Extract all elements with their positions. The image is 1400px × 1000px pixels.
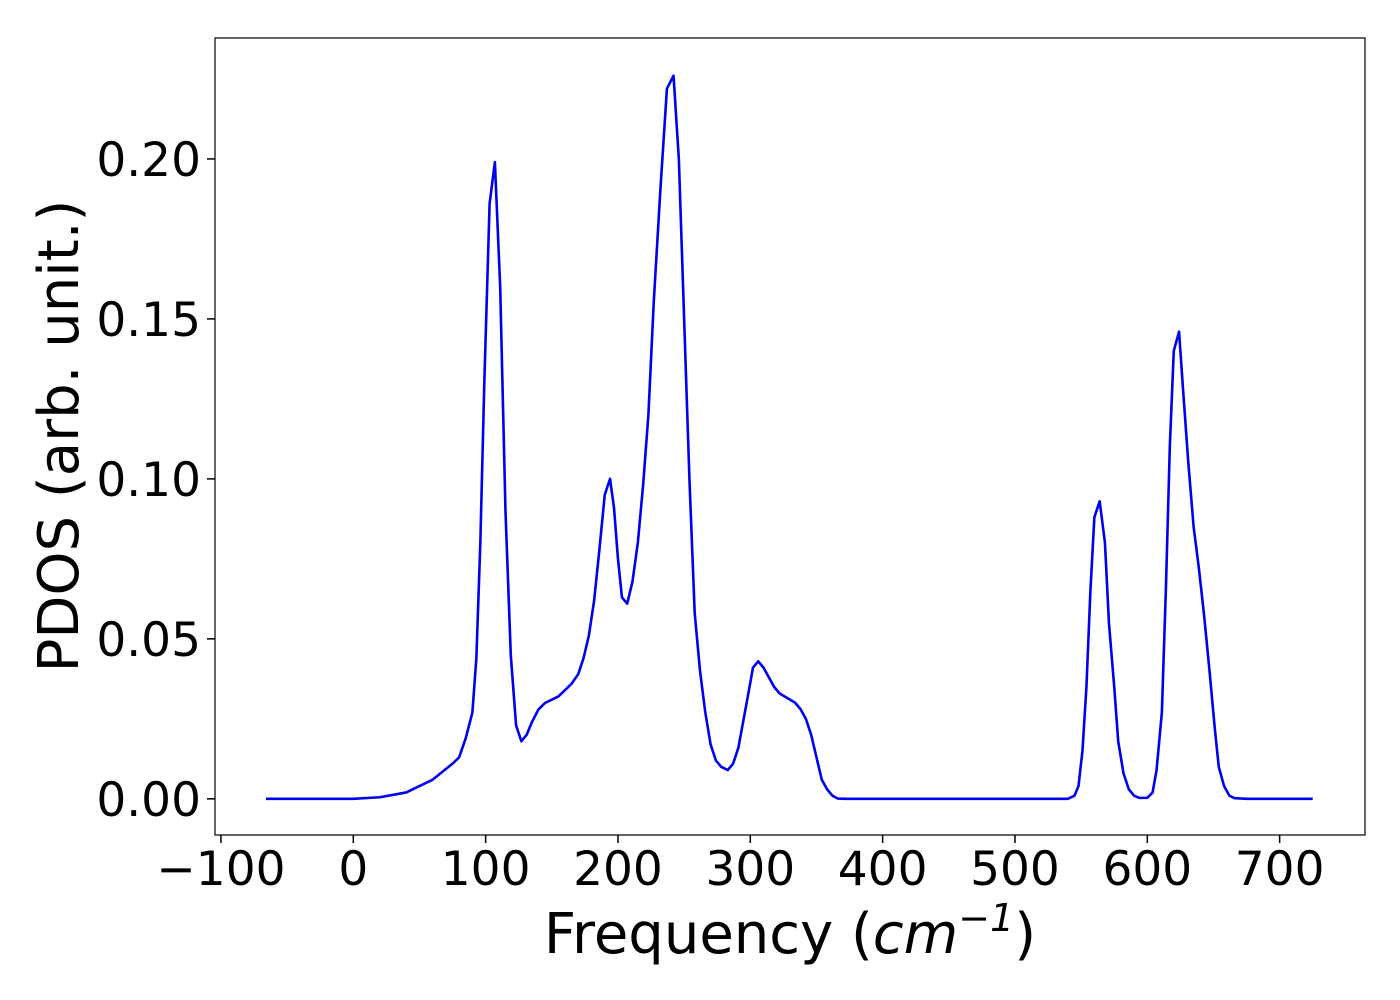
y-axis-label: PDOS (arb. unit.) bbox=[27, 200, 92, 673]
y-tick-label: 0.20 bbox=[96, 133, 201, 188]
x-tick-label: 300 bbox=[705, 842, 795, 897]
plot-frame bbox=[214, 37, 1366, 836]
x-tick-label: 600 bbox=[1102, 842, 1192, 897]
y-tick-label: 0.10 bbox=[96, 453, 201, 508]
y-tick-label: 0.00 bbox=[96, 773, 201, 828]
x-label-unit: cm bbox=[873, 902, 958, 967]
x-tick-label: 400 bbox=[838, 842, 928, 897]
data-line bbox=[265, 74, 1313, 801]
x-label-close: ) bbox=[1014, 902, 1036, 967]
x-tick-label: 500 bbox=[970, 842, 1060, 897]
x-tick-label: 100 bbox=[441, 842, 531, 897]
x-tick-label: 200 bbox=[573, 842, 663, 897]
x-axis-label: Frequency (cm−1) bbox=[544, 896, 1036, 967]
y-tick-label: 0.05 bbox=[96, 613, 201, 668]
x-tick-label: −100 bbox=[156, 842, 285, 897]
x-label-exponent: −1 bbox=[958, 896, 1014, 940]
x-tick-label: 0 bbox=[338, 842, 368, 897]
x-tick-label: 700 bbox=[1235, 842, 1325, 897]
x-label-text: Frequency ( bbox=[544, 902, 873, 967]
y-tick-label: 0.15 bbox=[96, 293, 201, 348]
